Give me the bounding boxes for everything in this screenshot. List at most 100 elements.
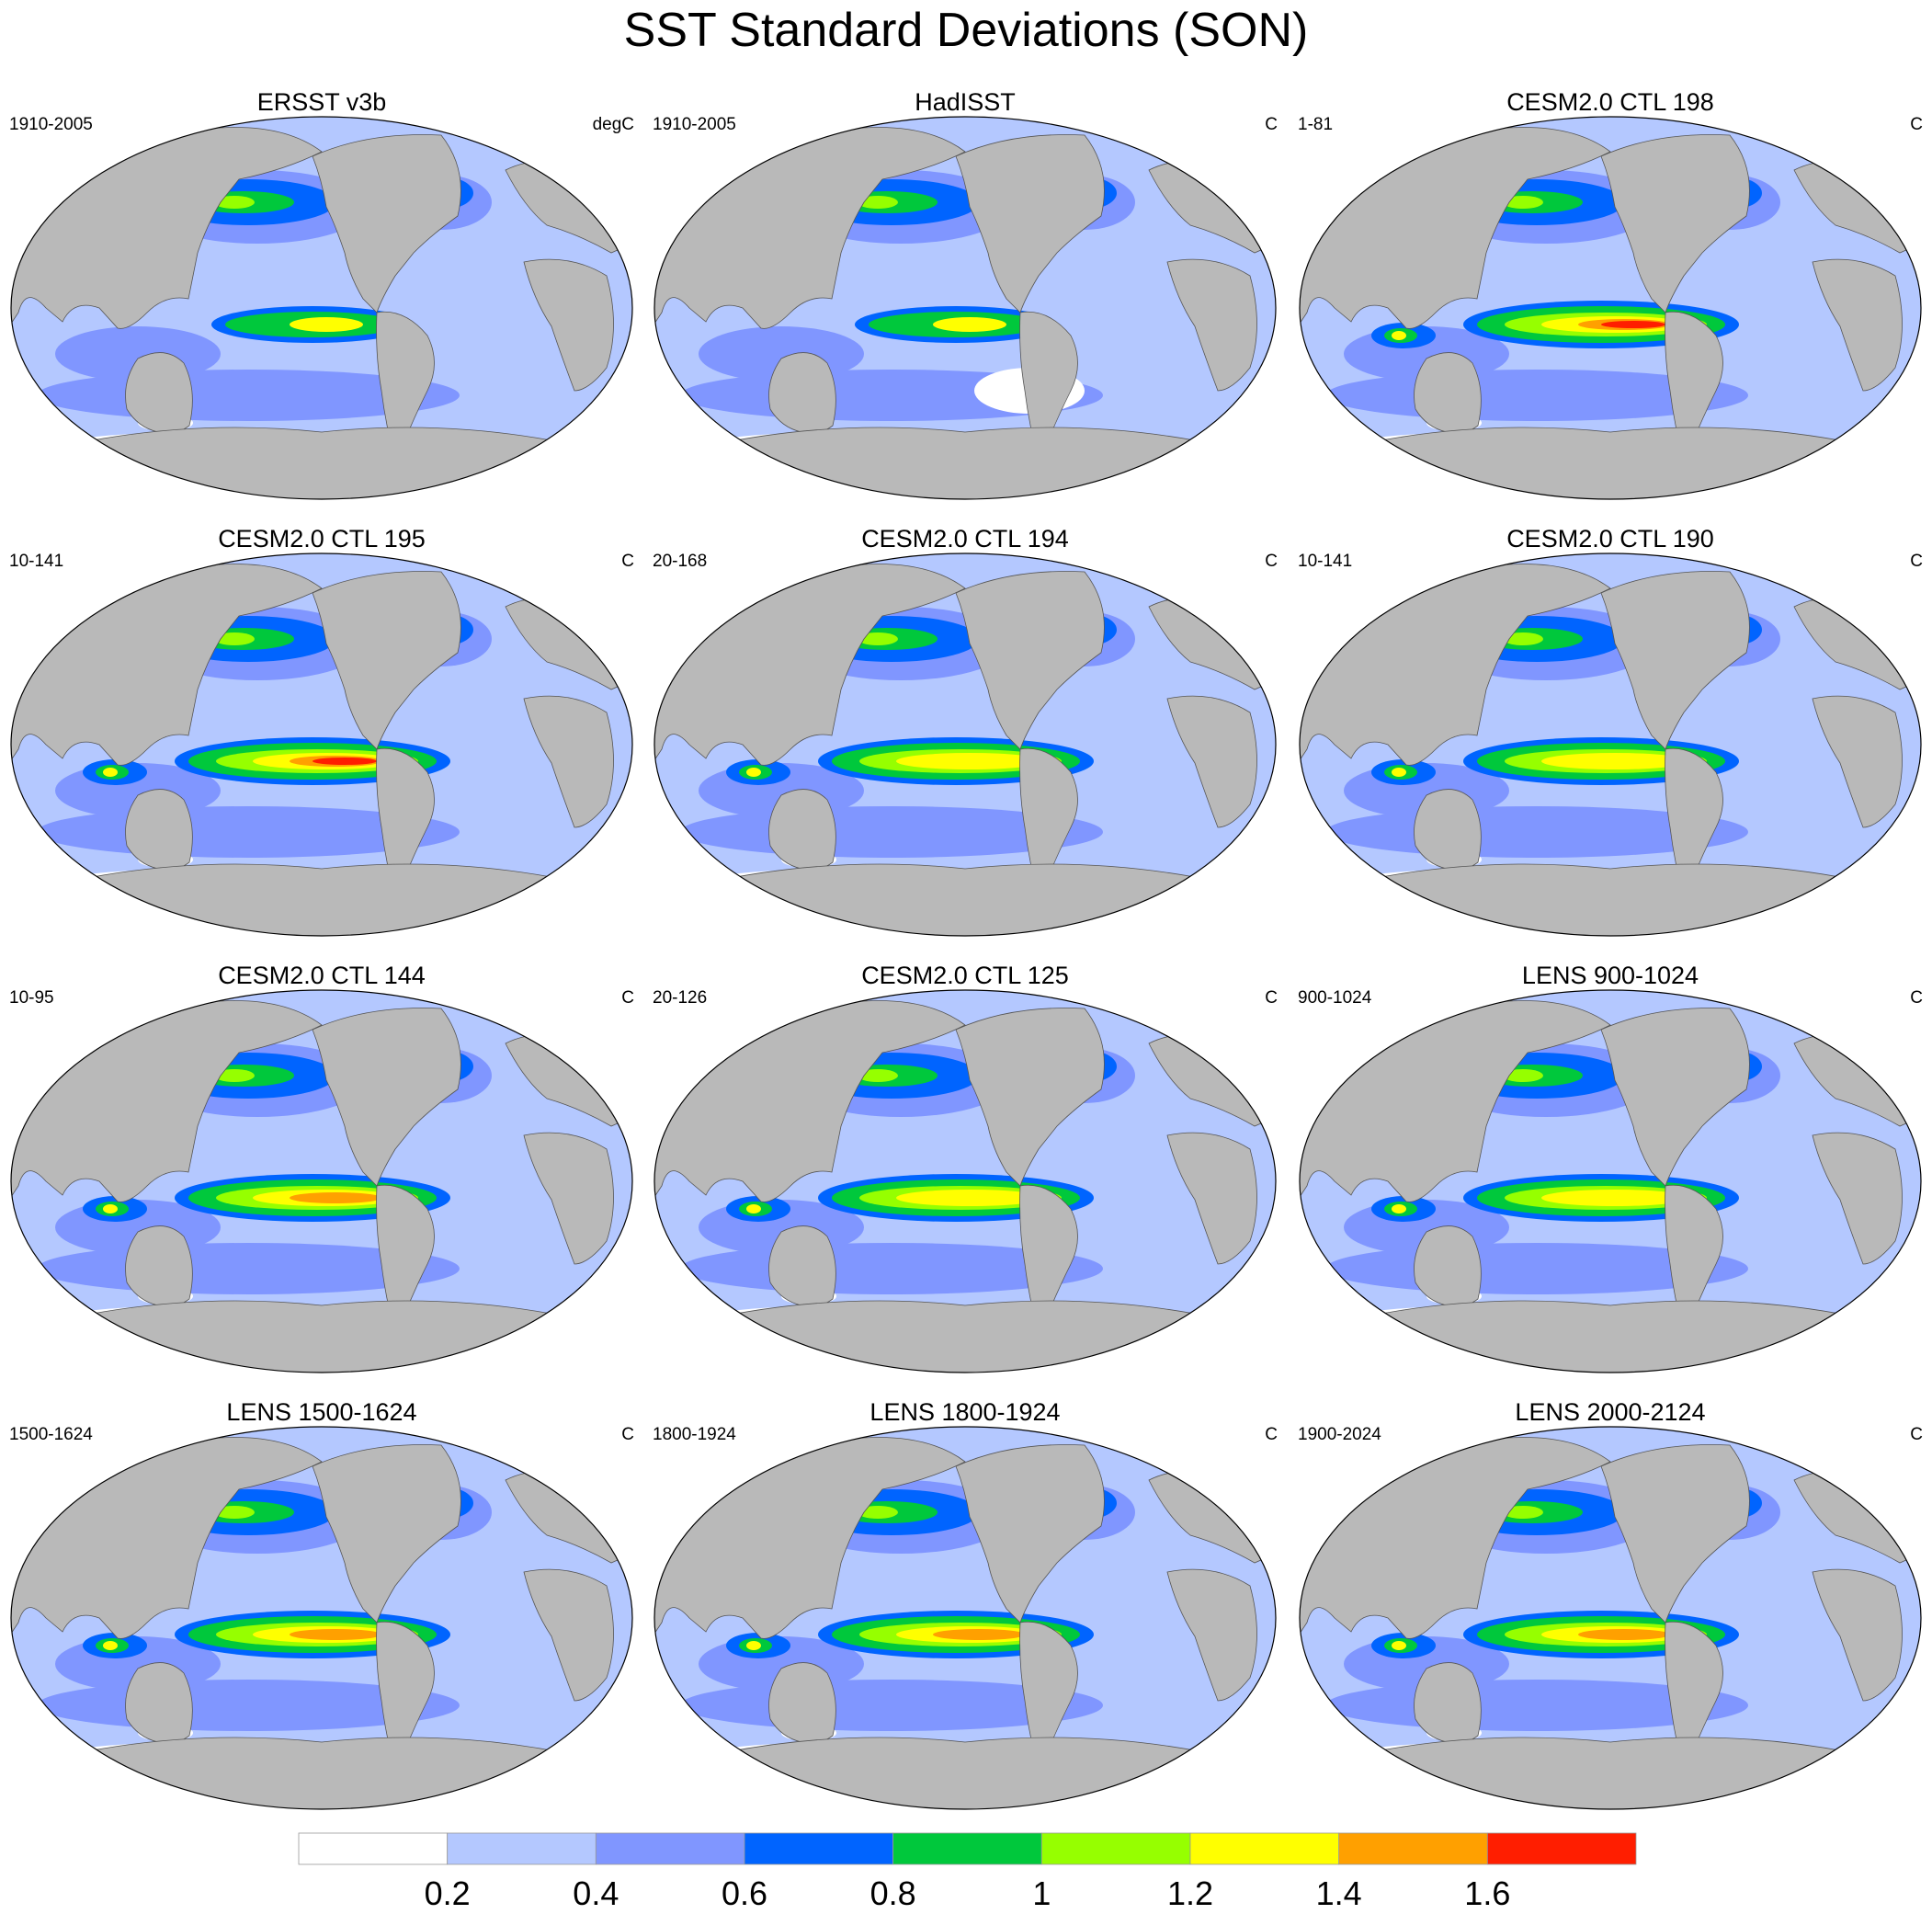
sst-map: [1299, 1426, 1922, 1810]
land-samerica: [1665, 1621, 1723, 1772]
variability-contour: [1392, 1641, 1406, 1650]
variability-contour: [103, 1204, 118, 1213]
land-africa: [523, 258, 614, 392]
panel-title: LENS 1800-1924: [869, 1398, 1061, 1426]
panel-title: CESM2.0 CTL 125: [861, 962, 1069, 989]
variability-contour: [290, 1192, 381, 1203]
variability-contour: [933, 317, 1006, 332]
land-antarctica: [1334, 1737, 1887, 1809]
map-border: [1299, 553, 1922, 937]
sst-map: [1299, 553, 1922, 937]
sst-map: [653, 116, 1277, 500]
variability-contour: [290, 317, 363, 332]
variability-contour: [1392, 1204, 1406, 1213]
land-namerica: [1600, 571, 1750, 750]
map-panel: CESM2.0 CTL 125 20-126 C: [643, 961, 1287, 1393]
panel-period-label: 1500-1624: [9, 1425, 93, 1444]
map-panel: CESM2.0 CTL 194 20-168 C: [643, 524, 1287, 956]
colorbar-swatch: [298, 1832, 449, 1865]
panel-units-label: C: [621, 552, 634, 571]
land-antarctica: [688, 863, 1242, 936]
sst-map: [653, 1426, 1277, 1810]
land-samerica: [1019, 311, 1078, 461]
panel-title: HadISST: [915, 88, 1016, 116]
land-antarctica: [688, 1737, 1242, 1809]
map-panel: LENS 1500-1624 1500-1624 C: [0, 1397, 643, 1829]
variability-contour: [858, 632, 898, 645]
variability-contour: [214, 1506, 255, 1519]
land-africa: [1812, 695, 1903, 828]
land-namerica: [955, 134, 1105, 313]
land-africa: [1812, 1132, 1903, 1265]
colorbar: 0.2 0.4 0.6 0.8 1 1.2 1.4 1.6: [298, 1832, 1637, 1912]
map-border: [653, 116, 1277, 500]
colorbar-tick-label: 1.4: [1316, 1874, 1362, 1912]
map-border: [653, 989, 1277, 1373]
variability-contour: [858, 196, 898, 209]
panel-period-label: 1910-2005: [653, 115, 736, 134]
panel-title: LENS 900-1024: [1521, 962, 1699, 989]
colorbar-swatch: [595, 1832, 745, 1865]
sst-map: [10, 1426, 633, 1810]
panel-period-label: 1-81: [1298, 115, 1334, 134]
land-namerica: [312, 1008, 461, 1187]
variability-contour: [746, 1204, 761, 1213]
panel-title: CESM2.0 CTL 194: [861, 525, 1069, 553]
land-antarctica: [1334, 427, 1887, 499]
panel-title: CESM2.0 CTL 190: [1506, 525, 1714, 553]
land-samerica: [1019, 1184, 1078, 1335]
variability-contour: [1392, 331, 1406, 340]
land-africa: [523, 1132, 614, 1265]
land-antarctica: [1334, 863, 1887, 936]
variability-contour: [1503, 1069, 1543, 1082]
land-antarctica: [45, 863, 598, 936]
land-namerica: [1600, 1444, 1750, 1623]
variability-contour: [313, 758, 377, 765]
sst-map: [10, 553, 633, 937]
map-panel: ERSST v3b 1910-2005 degC: [0, 87, 643, 519]
panel-units-label: C: [1910, 552, 1923, 571]
panel-units-label: C: [1265, 1425, 1278, 1444]
panel-units-label: C: [1910, 115, 1923, 134]
figure-title: SST Standard Deviations (SON): [623, 4, 1309, 57]
panel-period-label: 10-141: [9, 552, 64, 571]
panel-units-label: C: [1265, 552, 1278, 571]
panel-units-label: C: [1910, 988, 1923, 1008]
land-samerica: [376, 747, 435, 898]
panel-title: LENS 2000-2124: [1515, 1398, 1706, 1426]
panel-period-label: 10-95: [9, 988, 54, 1008]
land-samerica: [1019, 1621, 1078, 1772]
land-africa: [1166, 258, 1257, 392]
panel-units-label: C: [1910, 1425, 1923, 1444]
panel-units-label: C: [621, 1425, 634, 1444]
land-samerica: [1665, 747, 1723, 898]
map-panel: CESM2.0 CTL 144 10-95 C: [0, 961, 643, 1393]
land-africa: [1166, 1132, 1257, 1265]
colorbar-swatch: [744, 1832, 894, 1865]
variability-contour: [896, 753, 1043, 769]
land-namerica: [312, 1444, 461, 1623]
map-panel: CESM2.0 CTL 195 10-141 C: [0, 524, 643, 956]
land-namerica: [955, 1444, 1105, 1623]
panel-period-label: 10-141: [1298, 552, 1353, 571]
panel-period-label: 1900-2024: [1298, 1425, 1381, 1444]
land-africa: [1166, 1568, 1257, 1702]
land-namerica: [955, 1008, 1105, 1187]
colorbar-swatch: [1040, 1832, 1191, 1865]
map-panel: LENS 1800-1924 1800-1924 C: [643, 1397, 1287, 1829]
map-panel: CESM2.0 CTL 190 10-141 C: [1289, 524, 1932, 956]
variability-contour: [746, 768, 761, 777]
land-samerica: [1665, 1184, 1723, 1335]
sst-map: [653, 989, 1277, 1373]
land-samerica: [1019, 747, 1078, 898]
variability-contour: [1503, 632, 1543, 645]
land-namerica: [1600, 1008, 1750, 1187]
map-border: [10, 1426, 633, 1810]
map-border: [10, 989, 633, 1373]
variability-contour: [214, 632, 255, 645]
land-africa: [1166, 695, 1257, 828]
colorbar-tick-label: 1.2: [1167, 1874, 1213, 1912]
map-panel: LENS 900-1024 900-1024 C: [1289, 961, 1932, 1393]
sst-map: [10, 116, 633, 500]
land-africa: [523, 695, 614, 828]
